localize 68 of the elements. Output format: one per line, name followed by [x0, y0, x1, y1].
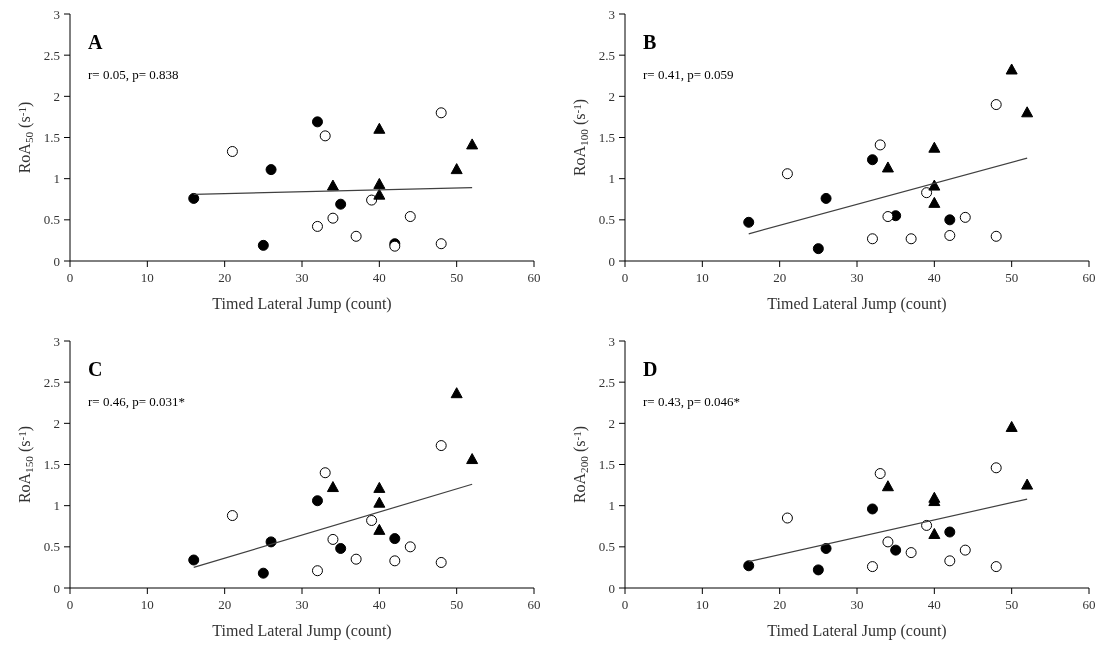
- x-tick-label: 40: [927, 597, 941, 612]
- y-tick-label: 0: [608, 253, 615, 269]
- x-tick-label: 30: [850, 270, 864, 285]
- text: A: [88, 31, 103, 53]
- x-tick-label: 10: [140, 270, 154, 285]
- x-tick-label: 50: [1005, 270, 1019, 285]
- y-tick-label: 2.5: [598, 374, 615, 390]
- y-tick-label: 2: [608, 415, 615, 431]
- x-tick-label: 10: [695, 270, 709, 285]
- x-tick-label: 0: [621, 270, 629, 285]
- text: D: [643, 358, 658, 380]
- y-tick-label: 3: [53, 333, 60, 349]
- x-tick-label: 20: [218, 597, 232, 612]
- y-tick-label: 3: [608, 333, 615, 349]
- x-tick-label: 60: [1082, 270, 1096, 285]
- text: C: [88, 358, 103, 380]
- y-tick-label: 1.5: [43, 457, 60, 473]
- y-tick-label: 1.5: [43, 130, 60, 146]
- x-tick-label: 30: [295, 270, 309, 285]
- x-tick-label: 40: [372, 270, 386, 285]
- y-tick-label: 2: [53, 415, 60, 431]
- x-tick-label: 50: [450, 597, 464, 612]
- y-tick-label: 2.5: [43, 374, 60, 390]
- y-tick-label: 1.5: [598, 130, 615, 146]
- y-tick-label: 0.5: [43, 212, 60, 228]
- x-tick-label: 20: [773, 270, 787, 285]
- annotation: r= 0.05, p= 0.838: [88, 67, 179, 82]
- x-tick-label: 20: [218, 270, 232, 285]
- y-tick-label: 1: [608, 498, 615, 514]
- annotation: r= 0.46, p= 0.031*: [88, 394, 185, 409]
- x-tick-label: 50: [1005, 597, 1019, 612]
- x-tick-label: 0: [66, 270, 74, 285]
- y-tick-label: 2.5: [598, 47, 615, 63]
- text: B: [643, 31, 657, 53]
- x-tick-label: 30: [850, 597, 864, 612]
- y-tick-label: 2: [53, 88, 60, 104]
- x-tick-label: 40: [372, 597, 386, 612]
- y-tick-label: 1: [53, 171, 60, 187]
- x-tick-label: 0: [66, 597, 74, 612]
- x-axis-title: Timed Lateral Jump (count): [212, 622, 392, 640]
- y-tick-label: 3: [608, 6, 615, 22]
- y-tick-label: 0: [53, 253, 60, 269]
- x-tick-label: 10: [140, 597, 154, 612]
- annotation: r= 0.41, p= 0.059: [643, 67, 734, 82]
- y-tick-label: 3: [53, 6, 60, 22]
- y-tick-label: 0: [608, 580, 615, 596]
- y-tick-label: 0.5: [598, 539, 615, 555]
- y-tick-label: 0.5: [43, 539, 60, 555]
- x-tick-label: 40: [927, 270, 941, 285]
- y-tick-label: 1: [53, 498, 60, 514]
- x-axis-title: Timed Lateral Jump (count): [212, 295, 392, 313]
- y-tick-label: 2.5: [43, 47, 60, 63]
- x-tick-label: 60: [1082, 597, 1096, 612]
- y-tick-label: 2: [608, 88, 615, 104]
- x-tick-label: 50: [450, 270, 464, 285]
- y-tick-label: 1.5: [598, 457, 615, 473]
- x-tick-label: 30: [295, 597, 309, 612]
- x-axis-title: Timed Lateral Jump (count): [767, 295, 947, 313]
- annotation: r= 0.43, p= 0.046*: [643, 394, 740, 409]
- x-tick-label: 60: [527, 597, 541, 612]
- y-tick-label: 0: [53, 580, 60, 596]
- y-tick-label: 0.5: [598, 212, 615, 228]
- x-tick-label: 0: [621, 597, 629, 612]
- y-tick-label: 1: [608, 171, 615, 187]
- x-tick-label: 10: [695, 597, 709, 612]
- x-axis-title: Timed Lateral Jump (count): [767, 622, 947, 640]
- x-tick-label: 60: [527, 270, 541, 285]
- x-tick-label: 20: [773, 597, 787, 612]
